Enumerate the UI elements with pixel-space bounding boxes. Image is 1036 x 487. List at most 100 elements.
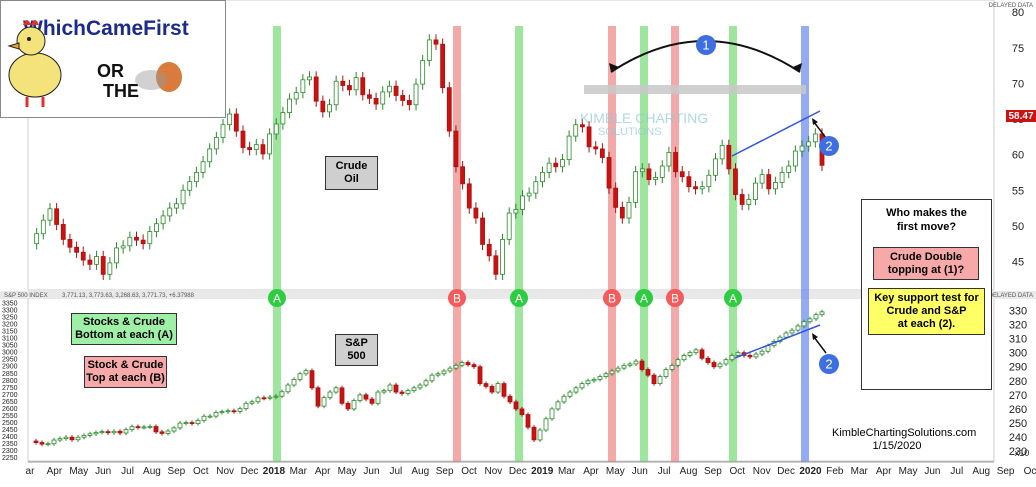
marker-a-4-label: A <box>640 292 648 306</box>
crude-candle-101 <box>699 186 705 190</box>
x-label-2: May <box>69 466 88 477</box>
crude-candle-12 <box>107 262 113 275</box>
arc-arrow-right <box>793 63 802 72</box>
crude-candle-59 <box>420 60 426 85</box>
crude-candle-91 <box>633 171 639 203</box>
crude-tick-55: 55 <box>1012 185 1024 197</box>
sp-candle-61 <box>393 384 399 393</box>
band-4 <box>640 26 648 462</box>
marker-1 <box>696 35 716 55</box>
question-double-top: Crude Double topping at (1)? <box>873 247 979 280</box>
sp-candle-99 <box>621 364 627 369</box>
sp-candle-102 <box>639 360 645 370</box>
sp-candle-97 <box>609 370 615 375</box>
x-label-34: Mar <box>851 466 869 477</box>
crude-candle-17 <box>140 239 146 245</box>
sp-candle-5 <box>57 438 63 441</box>
crude-candle-48 <box>347 85 352 91</box>
logo-or: OR <box>97 61 124 81</box>
sp-candle-27 <box>189 422 195 424</box>
crude-candle-104 <box>719 144 725 160</box>
x-label-15: Jul <box>389 466 402 477</box>
crude-candle-24 <box>187 181 193 191</box>
crude-candle-15 <box>127 236 133 247</box>
crude-candle-82 <box>573 124 579 137</box>
sp-y-axis-left: 2250230023502400245025002550260026502700… <box>2 300 18 462</box>
crude-candle-102 <box>706 174 712 188</box>
marker-b-1 <box>448 289 466 307</box>
crude-candle-31 <box>233 113 239 132</box>
sp-candle-3 <box>45 443 51 446</box>
sp-candle-42 <box>279 391 285 397</box>
crude-candle-93 <box>646 168 652 180</box>
sp-tick-2500: 2500 <box>2 420 18 427</box>
x-label-27: Aug <box>680 466 698 477</box>
crude-candle-19 <box>154 223 159 232</box>
x-label-21: 2019 <box>531 466 554 477</box>
crude-candle-97 <box>673 152 678 173</box>
question-support: Key support test for Crude and S&P at ea… <box>868 288 985 335</box>
crude-candle-23 <box>180 189 186 205</box>
sp-candle-131 <box>813 314 819 320</box>
sp-candle-31 <box>213 412 219 417</box>
sp-candle-89 <box>561 395 567 403</box>
crude-candle-7 <box>74 246 79 253</box>
marker-1-label: 1 <box>702 38 709 53</box>
marker-a-4 <box>635 289 653 307</box>
crude-candle-22 <box>174 203 179 209</box>
crude-candle-71 <box>500 239 505 275</box>
crude-candle-72 <box>506 212 512 240</box>
x-label-3: Jun <box>95 466 111 477</box>
crude-candle-35 <box>260 144 266 155</box>
crude-candle-79 <box>553 162 559 168</box>
credit-date: 1/15/2020 <box>872 440 922 452</box>
sp-candle-101 <box>633 360 639 365</box>
crude-candle-41 <box>300 79 306 94</box>
crude-candle-37 <box>273 123 279 135</box>
crude-candle-106 <box>733 168 738 195</box>
sp-tick-3100: 3100 <box>2 336 18 343</box>
sp-support-line <box>734 324 821 359</box>
sp-candle-17 <box>129 426 135 431</box>
sp-candle-62 <box>399 391 405 394</box>
crude-label: Crude Oil <box>335 160 368 185</box>
sp-candle-52 <box>339 387 345 404</box>
x-label-22: Mar <box>558 466 576 477</box>
crude-candle-69 <box>486 243 492 257</box>
sp-candle-73 <box>465 362 471 366</box>
sp-right-tick-280: 280 <box>1009 376 1027 388</box>
crude-candle-10 <box>94 256 99 265</box>
sp-right-tick-250: 250 <box>1009 418 1027 430</box>
crude-delay: DELAYED DATA <box>989 3 1033 9</box>
crude-candle-49 <box>353 77 359 91</box>
x-label-35: Apr <box>876 466 892 477</box>
sp-candle-48 <box>315 387 321 407</box>
sp-candle-65 <box>417 384 423 389</box>
crude-candle-109 <box>753 182 758 200</box>
sp-candle-108 <box>675 359 681 366</box>
sp-candle-68 <box>435 373 441 376</box>
which-came-first-logo: WhichCameFirst OR THE <box>0 0 226 118</box>
sp-candle-88 <box>555 401 561 410</box>
crude-candle-42 <box>307 76 312 81</box>
sp-candle-74 <box>471 364 477 368</box>
crude-candle-2 <box>40 219 46 235</box>
crude-tick-80: 80 <box>1012 7 1024 19</box>
sp-candle-93 <box>585 380 591 385</box>
sp-candle-122 <box>759 350 765 355</box>
crude-candle-1 <box>34 233 40 245</box>
crude-support-line <box>731 110 821 157</box>
crude-candle-36 <box>267 133 272 155</box>
sp-candle-66 <box>423 380 429 386</box>
sp-tick-2250: 2250 <box>2 455 18 462</box>
crude-tick-60: 60 <box>1012 150 1024 162</box>
crude-candle-47 <box>340 80 346 86</box>
sp-candle-43 <box>285 384 291 393</box>
x-label-13: May <box>338 466 357 477</box>
x-axis: ar Apr May Jun Jul Aug Sep Oct Nov Dec 2018 Mar Apr M… <box>26 466 1036 477</box>
sp-unit: x10 <box>1015 448 1030 458</box>
sp-candle-115 <box>717 363 723 368</box>
sp-tick-2950: 2950 <box>2 357 18 364</box>
crude-candle-14 <box>120 245 126 249</box>
crude-candle-98 <box>679 171 685 178</box>
